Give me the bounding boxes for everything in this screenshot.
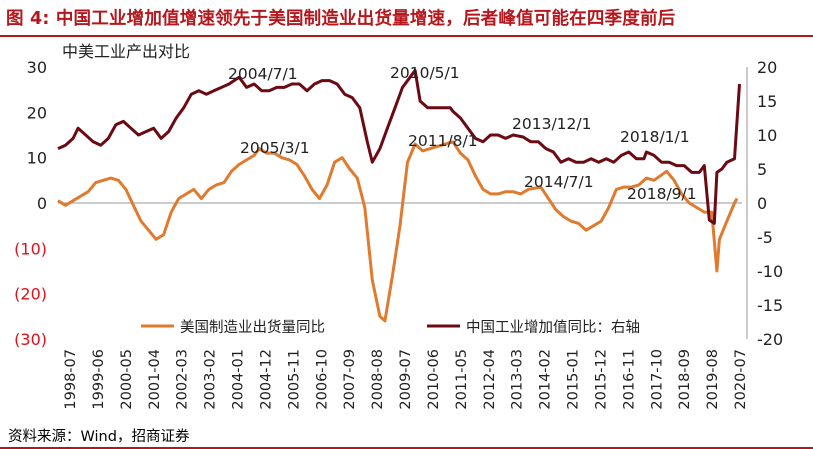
left-tick-label: (10) (14, 239, 47, 258)
x-tick-label: 2011-05 (454, 349, 470, 410)
legend: 美国制造业出货量同比 中国工业增加值同比：右轴 (141, 319, 640, 336)
left-tick-label: (20) (14, 285, 47, 304)
figure-title: 图 4: 中国工业增加值增速领先于美国制造业出货量增速，后者峰值可能在四季度前后 (6, 9, 676, 29)
x-axis-ticks: 1998-07 1999-06 2000-05 2001-04 2002-03 2003-… (63, 349, 749, 410)
x-tick-label: 2016-11 (621, 349, 637, 410)
right-y-axis-ticks: 20 15 10 5 0 -5 -10 -15 -20 (757, 58, 783, 349)
annotation-label: 2018/9/1 (627, 185, 697, 203)
right-tick-label: 0 (757, 194, 767, 213)
annotation-label: 2004/7/1 (228, 65, 298, 83)
chart: 中美工业产出对比 30 20 10 0 (10) (20) (30) 20 15 10 5 0 -5 -… (14, 42, 783, 410)
x-tick-label: 2007-09 (342, 349, 358, 410)
annotation-label: 2011/8/1 (408, 132, 478, 150)
x-tick-label: 2004-01 (231, 349, 247, 410)
bottom-rule (0, 447, 813, 449)
left-tick-label: 20 (27, 103, 47, 122)
x-tick-label: 2009-07 (398, 349, 414, 410)
title-rule (0, 35, 813, 37)
x-tick-label: 2006-10 (314, 349, 330, 410)
right-tick-label: 15 (757, 92, 777, 111)
x-tick-label: 2001-04 (147, 349, 163, 410)
us-shipments-line (57, 140, 739, 323)
x-tick-label: 2005-11 (286, 349, 302, 410)
annotation-label: 2014/7/1 (524, 173, 594, 191)
annotation-label: 2018/1/1 (620, 128, 690, 146)
x-tick-label: 2010-06 (426, 349, 442, 410)
x-tick-label: 1999-06 (91, 349, 107, 410)
x-tick-label: 2015-12 (593, 349, 609, 410)
left-tick-label: 30 (27, 58, 47, 77)
legend-us-label: 美国制造业出货量同比 (180, 319, 325, 336)
axes (58, 67, 748, 339)
x-tick-label: 2019-08 (705, 349, 721, 410)
annotation-label: 2010/5/1 (390, 64, 460, 82)
left-tick-label: 10 (27, 149, 47, 168)
annotation-label: 2005/3/1 (240, 139, 310, 157)
right-tick-label: -20 (757, 330, 783, 349)
right-tick-label: 20 (757, 58, 777, 77)
x-tick-label: 1998-07 (63, 349, 79, 410)
source-note: 资料来源：Wind，招商证券 (8, 429, 190, 445)
x-tick-label: 2002-03 (175, 349, 191, 410)
x-tick-label: 2017-10 (649, 349, 665, 410)
x-tick-label: 2015-01 (566, 349, 582, 410)
right-tick-label: 5 (757, 160, 767, 179)
annotation-label: 2013/12/1 (512, 115, 591, 133)
right-tick-label: 10 (757, 126, 777, 145)
series-layer (57, 68, 741, 323)
left-y-axis-ticks: 30 20 10 0 (10) (20) (30) (14, 58, 47, 349)
left-tick-label: (30) (14, 330, 47, 349)
x-tick-label: 2014-02 (538, 349, 554, 410)
right-tick-label: -5 (757, 228, 773, 247)
right-tick-label: -10 (757, 262, 783, 281)
x-tick-label: 2004-12 (258, 349, 274, 410)
chart-title: 中美工业产出对比 (62, 42, 190, 61)
china-ip-line (57, 68, 741, 225)
annotations: 2004/7/1 2010/5/1 2005/3/1 2011/8/1 2013/12/… (228, 64, 697, 203)
x-tick-label: 2018-09 (677, 349, 693, 410)
legend-cn-label: 中国工业增加值同比：右轴 (466, 319, 640, 336)
x-tick-label: 2003-02 (203, 349, 219, 410)
x-tick-label: 2020-07 (733, 349, 749, 410)
right-tick-label: -15 (757, 296, 783, 315)
left-tick-label: 0 (37, 194, 47, 213)
x-tick-label: 2008-08 (370, 349, 386, 410)
x-tick-label: 2012-04 (482, 349, 498, 410)
x-tick-label: 2013-03 (510, 349, 526, 410)
x-tick-label: 2000-05 (119, 349, 135, 410)
